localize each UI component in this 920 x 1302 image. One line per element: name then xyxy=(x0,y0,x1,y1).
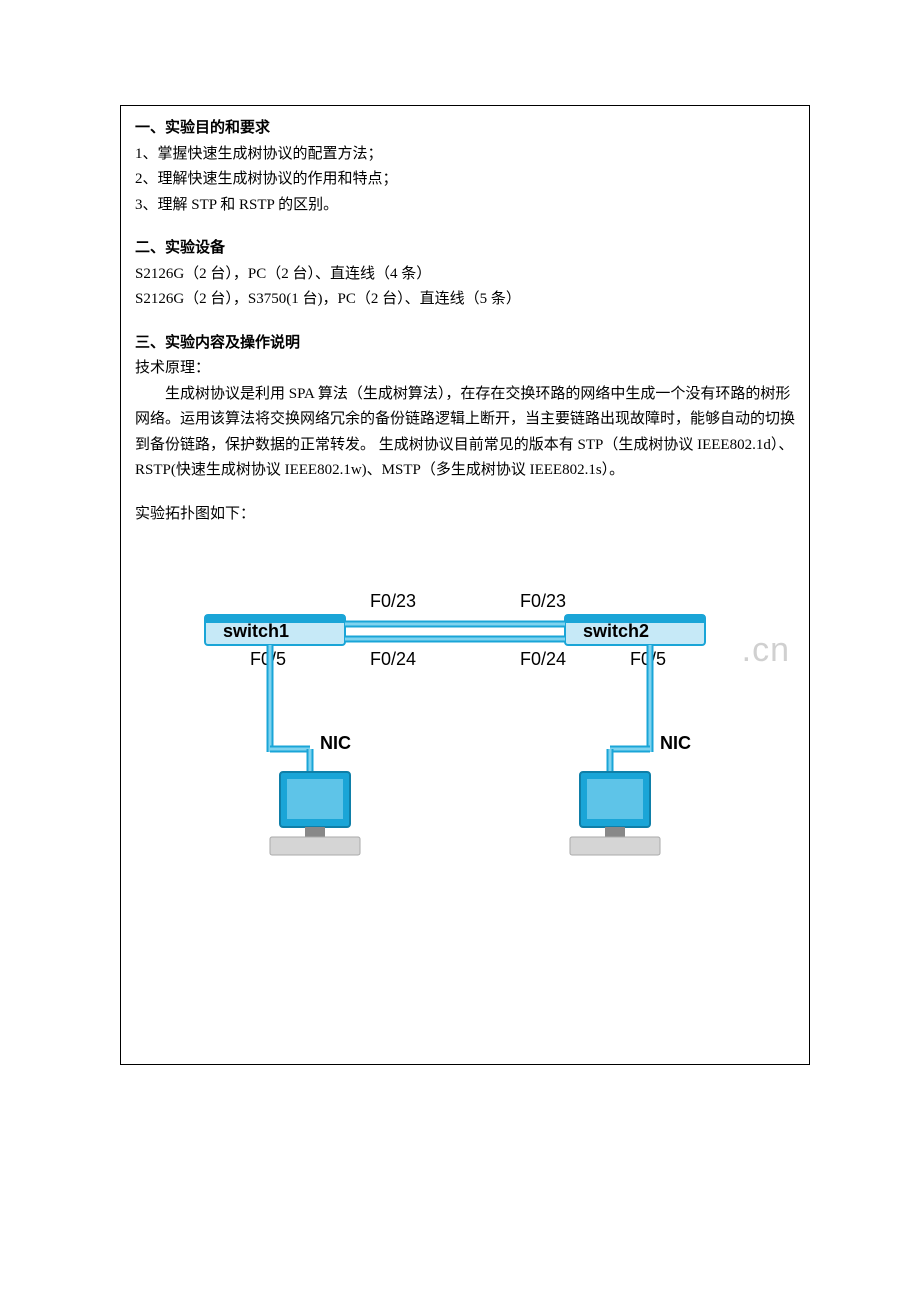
pc-right-icon xyxy=(570,772,660,855)
pc-left-icon xyxy=(270,772,360,855)
nic-label-right: NIC xyxy=(660,733,691,753)
switch1-label: switch1 xyxy=(223,621,289,641)
section2-title: 二、实验设备 xyxy=(135,236,795,262)
section1-item-3: 3、理解 STP 和 RSTP 的区别。 xyxy=(135,193,795,219)
page-frame: 一、实验目的和要求 1、掌握快速生成树协议的配置方法； 2、理解快速生成树协议的… xyxy=(120,105,810,1065)
topology-label: 实验拓扑图如下： xyxy=(135,502,795,528)
switch2-label: switch2 xyxy=(583,621,649,641)
section3-paragraph: 生成树协议是利用 SPA 算法（生成树算法），在存在交换环路的网络中生成一个没有… xyxy=(135,382,795,484)
port-label-bottom-right: F0/24 xyxy=(520,649,566,669)
section1-item-2: 2、理解快速生成树协议的作用和特点； xyxy=(135,167,795,193)
section3-subtitle: 技术原理： xyxy=(135,356,795,382)
topology-svg: F0/23 F0/23 switch1 switch2 F0/24 F0/24 xyxy=(185,577,785,907)
section1-item-1: 1、掌握快速生成树协议的配置方法； xyxy=(135,142,795,168)
section3-title: 三、实验内容及操作说明 xyxy=(135,331,795,357)
nic-label-left: NIC xyxy=(320,733,351,753)
switch2-icon: switch2 xyxy=(565,615,705,645)
section2-line-2: S2126G（2 台），S3750(1 台)，PC（2 台）、直连线（5 条） xyxy=(135,287,795,313)
port-label-top-left: F0/23 xyxy=(370,591,416,611)
port-label-top-right: F0/23 xyxy=(520,591,566,611)
section1-title: 一、实验目的和要求 xyxy=(135,116,795,142)
switch1-icon: switch1 xyxy=(205,615,345,645)
topology-diagram: .cn F0/23 F0/23 switch1 switch2 xyxy=(135,577,795,907)
port-label-bottom-left: F0/24 xyxy=(370,649,416,669)
section2-line-1: S2126G（2 台），PC（2 台）、直连线（4 条） xyxy=(135,262,795,288)
